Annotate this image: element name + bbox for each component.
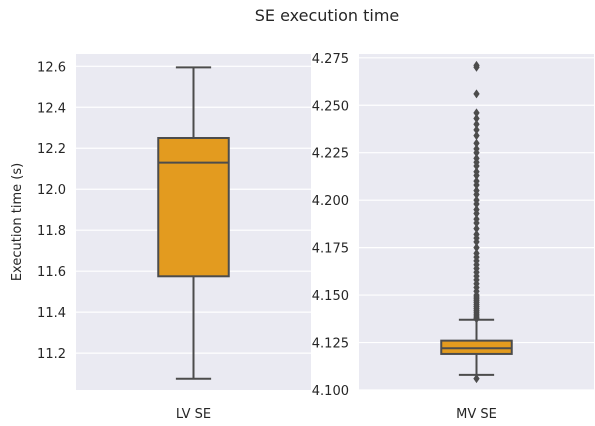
outlier-point bbox=[473, 243, 480, 253]
y-tick-label: 12.4 bbox=[37, 101, 66, 116]
x-category-label: MV SE bbox=[456, 407, 497, 422]
outlier-point bbox=[473, 176, 480, 186]
y-tick-label: 12.0 bbox=[37, 183, 66, 198]
outlier-point bbox=[473, 248, 480, 258]
outlier-point bbox=[473, 138, 480, 148]
y-tick-label: 4.200 bbox=[312, 194, 349, 209]
outlier-point bbox=[473, 153, 480, 163]
chart-title: SE execution time bbox=[255, 6, 400, 25]
y-tick-label: 11.2 bbox=[37, 347, 66, 362]
outlier-point bbox=[473, 131, 480, 141]
y-tick-label: 4.275 bbox=[312, 52, 349, 67]
outlier-point bbox=[473, 214, 480, 224]
y-tick-label: 4.225 bbox=[312, 147, 349, 162]
box-iqr bbox=[157, 137, 230, 278]
outlier-point bbox=[473, 114, 480, 124]
chart-panel-mv: 4.100 4.125 4.150 4.175 4.200 4.225 4.250 4.275… bbox=[312, 52, 594, 422]
outlier-point bbox=[473, 195, 480, 205]
y-tick-label: 4.100 bbox=[312, 384, 349, 399]
y-tick-label: 4.125 bbox=[312, 337, 349, 352]
y-tick-label: 12.2 bbox=[37, 142, 66, 157]
outlier-point bbox=[473, 119, 480, 129]
outlier-point bbox=[473, 89, 480, 99]
outlier-point bbox=[473, 144, 480, 154]
outlier-point bbox=[473, 186, 480, 196]
x-category-label: LV SE bbox=[176, 407, 211, 422]
outlier-point bbox=[473, 60, 480, 70]
outlier-point bbox=[473, 205, 480, 215]
y-tick-label: 4.175 bbox=[312, 242, 349, 257]
y-tick-label: 4.150 bbox=[312, 289, 349, 304]
outlier-point bbox=[473, 224, 480, 234]
outlier-point bbox=[473, 125, 480, 135]
y-axis-label: Execution time (s) bbox=[10, 163, 25, 281]
y-tick-label: 11.6 bbox=[37, 265, 66, 280]
y-tick-label: 12.6 bbox=[37, 60, 66, 75]
y-tick-label: 11.8 bbox=[37, 224, 66, 239]
outlier-point bbox=[473, 108, 480, 118]
y-tick-label: 11.4 bbox=[37, 306, 66, 321]
outlier-point bbox=[473, 167, 480, 177]
outlier-point bbox=[473, 374, 480, 384]
outlier-point bbox=[473, 229, 480, 239]
chart-panel-lv: 11.2 11.4 11.6 11.8 12.0 12.2 12.4 12.6 Executio… bbox=[10, 54, 311, 422]
y-tick-label: 4.250 bbox=[312, 99, 349, 114]
